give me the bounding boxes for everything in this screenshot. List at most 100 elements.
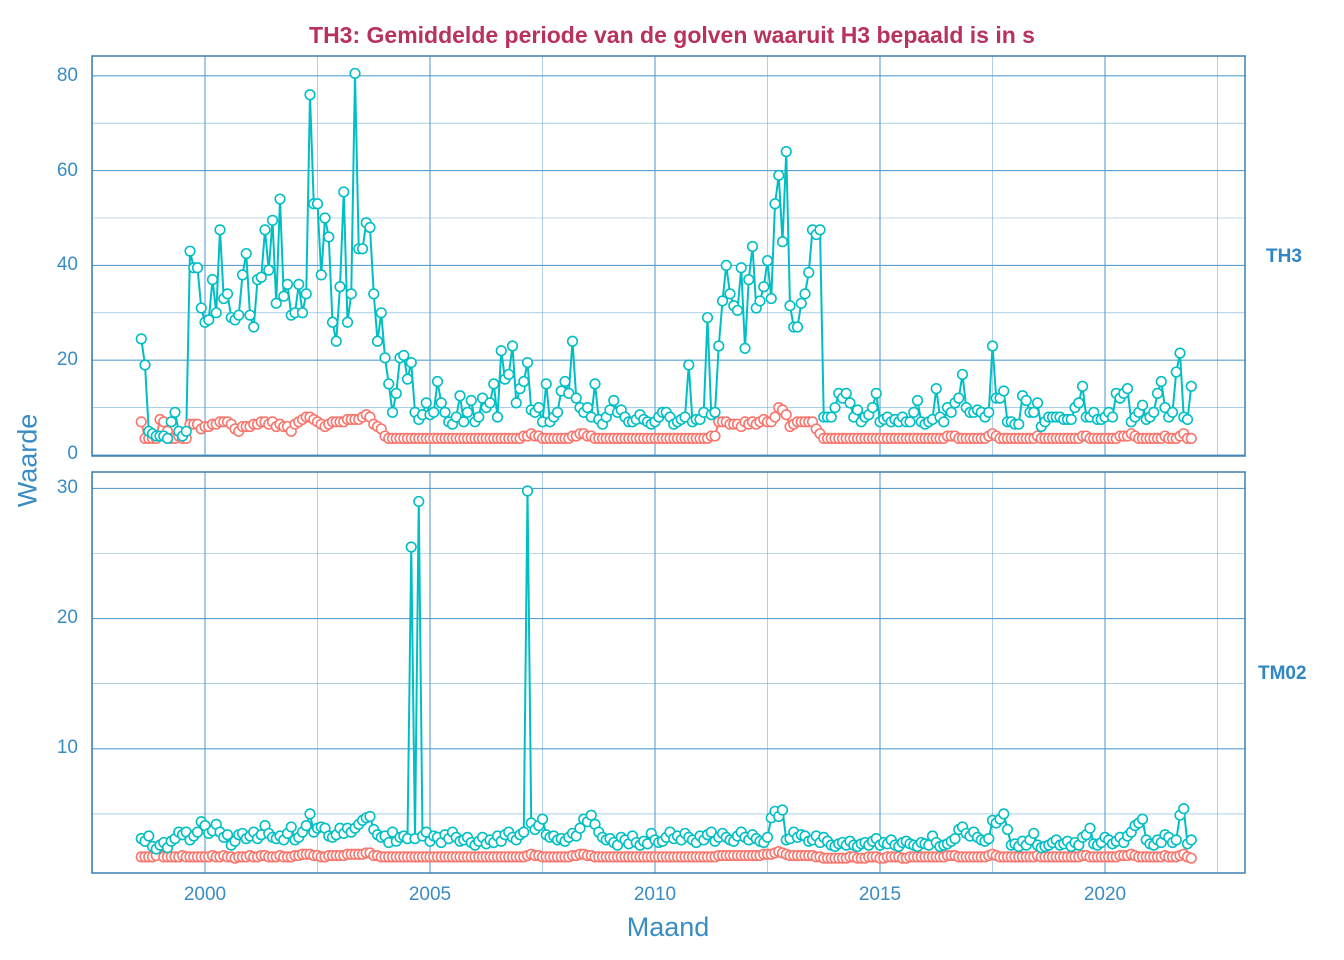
data-point [709, 406, 721, 418]
data-point [135, 416, 147, 428]
data-point [784, 300, 796, 312]
series-line [140, 490, 1192, 851]
data-point [296, 307, 309, 319]
data-point [724, 288, 736, 300]
data-point [540, 378, 552, 390]
data-point [761, 255, 774, 267]
data-point [315, 269, 327, 281]
data-point [259, 224, 271, 236]
data-point [319, 212, 331, 224]
data-point [559, 375, 571, 388]
data-point [735, 262, 747, 274]
y-tick-label: 20 [56, 349, 78, 370]
data-point [986, 340, 999, 352]
y-tick-label: 0 [67, 443, 78, 464]
facet-label-tm02: TM02 [1258, 663, 1307, 684]
data-point [608, 394, 620, 407]
data-point [518, 375, 530, 388]
data-point [214, 224, 226, 236]
data-point [754, 295, 766, 307]
data-point [911, 394, 924, 407]
data-point [473, 411, 485, 423]
data-point [945, 406, 957, 418]
data-point [518, 826, 530, 838]
data-point [1181, 413, 1194, 426]
data-point [840, 387, 852, 399]
data-point [1121, 383, 1134, 395]
data-point [488, 378, 500, 390]
data-point [1084, 822, 1096, 834]
data-point [435, 397, 447, 409]
data-point [1136, 813, 1149, 825]
data-point [825, 411, 837, 423]
data-point [1001, 823, 1014, 836]
y-tick-label: 10 [56, 737, 78, 758]
data-point [983, 406, 995, 418]
data-point [844, 397, 856, 409]
chart-title: TH3: Gemiddelde periode van de golven wa… [309, 22, 1035, 48]
y-axis-label: Waarde [12, 413, 43, 508]
data-point [221, 829, 234, 841]
data-point [581, 402, 594, 414]
data-point [765, 292, 777, 305]
data-point [521, 485, 534, 497]
data-point [866, 402, 879, 414]
data-point [701, 311, 714, 324]
data-point [203, 314, 215, 326]
data-point [799, 288, 811, 300]
data-point [233, 309, 245, 321]
data-point [405, 541, 417, 553]
data-point [589, 378, 601, 390]
data-point [386, 406, 399, 418]
data-point [311, 198, 324, 210]
data-point [780, 146, 792, 158]
data-point [293, 278, 305, 290]
data-point [139, 359, 151, 371]
x-tick-label: 2020 [1083, 884, 1127, 905]
data-point [1185, 432, 1197, 445]
data-point [716, 295, 729, 307]
data-point [1136, 399, 1149, 411]
data-point [330, 335, 342, 347]
data-point [795, 297, 807, 309]
data-point [780, 409, 792, 421]
data-point [323, 231, 335, 243]
data-point [345, 288, 357, 300]
data-point [743, 274, 755, 286]
data-point [364, 810, 376, 823]
panel-border [91, 471, 1246, 874]
data-point [263, 264, 275, 276]
y-tick-label: 20 [56, 607, 78, 628]
data-point [465, 394, 477, 407]
data-point [278, 290, 290, 302]
data-point [930, 383, 942, 395]
data-point [495, 345, 507, 357]
data-point [1170, 366, 1182, 378]
y-tick-label: 60 [56, 160, 78, 181]
data-point [270, 297, 282, 309]
panel-border [91, 55, 1246, 457]
data-point [1166, 406, 1179, 418]
x-tick-label: 2010 [633, 884, 677, 905]
data-point [420, 397, 432, 409]
data-point [1028, 406, 1040, 418]
data-point [484, 397, 496, 409]
data-point [769, 411, 781, 423]
data-point [169, 406, 181, 418]
data-point [375, 307, 387, 319]
y-tick-label: 40 [56, 254, 78, 275]
data-point [1028, 827, 1040, 840]
data-point [851, 404, 864, 416]
data-point [953, 392, 965, 404]
data-point [776, 804, 789, 816]
data-point [908, 406, 920, 418]
data-point [326, 316, 339, 328]
data-point [1155, 375, 1167, 388]
x-tick-label: 2015 [858, 884, 902, 905]
data-point [379, 352, 391, 364]
data-point [956, 368, 969, 381]
data-point [551, 406, 564, 418]
data-point [285, 821, 297, 833]
data-point [998, 808, 1010, 820]
data-point [368, 288, 380, 300]
